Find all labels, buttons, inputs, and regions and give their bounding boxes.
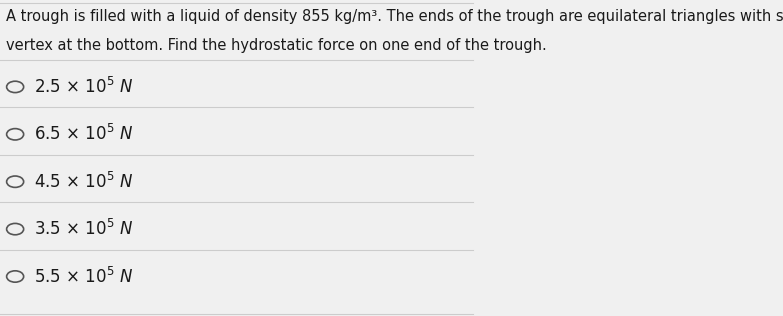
Text: 4.5 × 10$^5$ $N$: 4.5 × 10$^5$ $N$ <box>34 172 133 192</box>
Text: 5.5 × 10$^5$ $N$: 5.5 × 10$^5$ $N$ <box>34 266 133 287</box>
Text: 2.5 × 10$^5$ $N$: 2.5 × 10$^5$ $N$ <box>34 77 133 97</box>
Text: vertex at the bottom. Find the hydrostatic force on one end of the trough.: vertex at the bottom. Find the hydrostat… <box>6 38 547 53</box>
Text: 6.5 × 10$^5$ $N$: 6.5 × 10$^5$ $N$ <box>34 124 133 144</box>
Text: A trough is filled with a liquid of density 855 kg/m³. The ends of the trough ar: A trough is filled with a liquid of dens… <box>6 9 783 24</box>
Text: 3.5 × 10$^5$ $N$: 3.5 × 10$^5$ $N$ <box>34 219 133 239</box>
